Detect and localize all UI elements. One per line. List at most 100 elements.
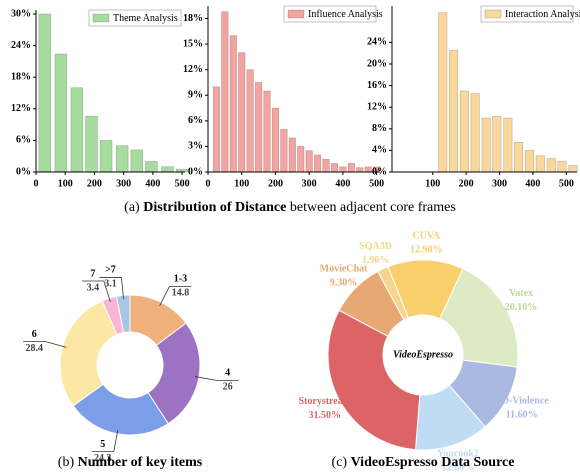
bar [492, 116, 502, 173]
category-label: >7 [105, 265, 116, 276]
x-tick-label: 300 [492, 178, 507, 189]
bar [85, 115, 98, 173]
leader-line [113, 429, 119, 452]
bar [271, 107, 280, 173]
y-tick-label: 6% [16, 135, 31, 146]
bar [314, 154, 322, 173]
category-label: 6 [32, 329, 37, 340]
caption-a: (a) Distribution of Distance between adj… [124, 200, 456, 216]
donut-segment [59, 300, 118, 407]
y-tick-label: 0% [188, 166, 203, 177]
y-tick-label: 8% [372, 123, 387, 134]
x-tick-label: 500 [369, 178, 384, 189]
y-tick-label: 24% [11, 40, 31, 51]
value-label: 14.8 [172, 288, 190, 299]
legend-swatch [287, 9, 305, 19]
value-label: 20.10% [505, 302, 538, 313]
y-tick-label: 18% [183, 13, 203, 24]
y-tick-label: 18% [11, 71, 31, 82]
x-tick-label: 300 [116, 178, 131, 189]
donut-segment [377, 266, 409, 321]
y-tick-label: 0% [16, 166, 31, 177]
y-tick-label: 15% [183, 38, 203, 49]
bar [347, 163, 355, 173]
category-label: MovieChat [320, 263, 368, 274]
bar [70, 87, 84, 173]
bar [470, 93, 480, 173]
value-label: 12.60% [442, 463, 475, 474]
legend-box [480, 5, 574, 23]
caption-bold: Distribution of Distance [143, 200, 287, 215]
bar [364, 166, 372, 173]
bar [212, 86, 221, 173]
bar [459, 90, 469, 173]
legend-label: Influence Analysis [308, 9, 383, 20]
value-label: 3.1 [104, 279, 117, 290]
donut-segment [147, 322, 201, 425]
bar [161, 166, 174, 173]
x-tick-label: 200 [268, 178, 283, 189]
leader-line [45, 341, 67, 348]
x-tick-label: 100 [425, 178, 440, 189]
caption-tag: (b) [57, 455, 75, 470]
leader-line [194, 376, 217, 381]
category-label: Storystream [298, 396, 351, 407]
bar [246, 69, 254, 173]
caption-text: between adjacent core frames [289, 200, 456, 215]
y-tick-label: 30% [11, 8, 31, 19]
y-tick-label: 16% [367, 80, 387, 91]
x-tick-label: 400 [145, 178, 160, 189]
bar [339, 166, 347, 173]
bar [238, 52, 246, 173]
y-tick-label: 12% [11, 103, 31, 114]
legend-swatch [92, 13, 110, 23]
x-tick-label: 100 [234, 178, 249, 189]
bar [546, 158, 556, 173]
bar [514, 142, 524, 173]
legend-label: Theme Analysis [113, 13, 178, 24]
x-tick-label: 400 [335, 178, 350, 189]
donut-segment [327, 309, 421, 451]
bar [255, 82, 263, 173]
bar [38, 13, 52, 173]
y-tick-label: 12% [367, 101, 387, 112]
value-label: 3.4 [87, 282, 100, 293]
bar [330, 163, 339, 173]
bar [54, 53, 68, 173]
value-label: 9.30% [330, 277, 358, 288]
legend-box [88, 9, 182, 27]
bar [448, 50, 458, 173]
bar [568, 165, 578, 173]
y-tick-label: 9% [188, 90, 203, 101]
bar [99, 140, 113, 173]
bar [535, 155, 545, 173]
y-tick-label: 4% [372, 145, 387, 156]
bar [263, 90, 271, 173]
category-label: Vatex [509, 288, 533, 299]
legend-label: Interaction Analysis [505, 9, 580, 20]
bar [356, 167, 364, 173]
y-tick-label: 0% [372, 166, 387, 177]
x-tick-label: 100 [58, 178, 73, 189]
value-label: 1.90% [362, 255, 390, 266]
x-tick-label: 500 [175, 178, 190, 189]
bar [229, 35, 237, 173]
caption-c: (c) VideoEspresso Data Source [332, 455, 515, 471]
value-label: 28.4 [25, 343, 43, 354]
leader-line [159, 286, 170, 307]
bar [481, 117, 491, 173]
value-label: 24.3 [94, 453, 112, 464]
leader-line [121, 277, 124, 300]
leader-line [103, 280, 111, 303]
category-label: 4 [225, 368, 230, 379]
category-label: SQA3D [359, 241, 392, 252]
caption-bold: VideoEspresso Data Source [350, 455, 515, 470]
bar [322, 158, 330, 173]
x-tick-label: 0 [34, 178, 39, 189]
bar [288, 137, 296, 173]
caption-tag: (a) [124, 200, 140, 215]
bar [438, 12, 448, 173]
category-label: 1-3 [174, 274, 187, 285]
center-label: VideoEspresso [393, 349, 453, 360]
